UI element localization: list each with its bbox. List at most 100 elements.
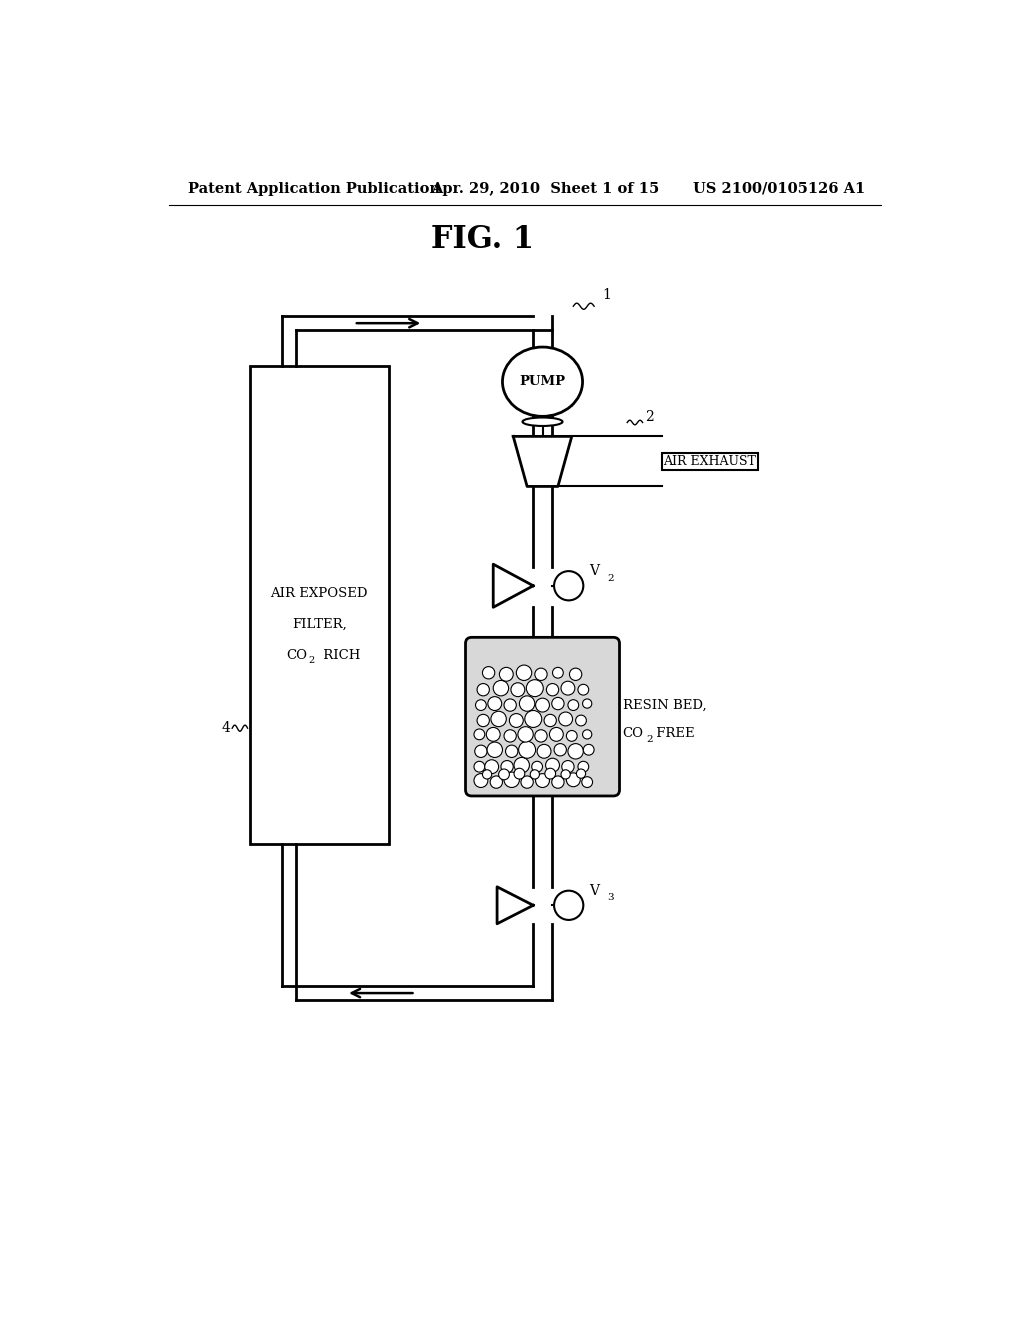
- Circle shape: [536, 774, 550, 788]
- Circle shape: [544, 714, 556, 726]
- Circle shape: [504, 730, 516, 742]
- Circle shape: [500, 668, 513, 681]
- Text: 2: 2: [607, 574, 613, 582]
- Circle shape: [504, 700, 516, 711]
- Text: RESIN BED,: RESIN BED,: [623, 698, 707, 711]
- Text: Apr. 29, 2010  Sheet 1 of 15: Apr. 29, 2010 Sheet 1 of 15: [431, 182, 659, 195]
- Text: 3: 3: [607, 894, 613, 903]
- Polygon shape: [513, 437, 571, 487]
- Circle shape: [531, 762, 543, 772]
- Circle shape: [530, 770, 540, 779]
- Circle shape: [547, 684, 559, 696]
- Text: CO: CO: [623, 727, 644, 741]
- Text: FREE: FREE: [652, 727, 694, 741]
- Circle shape: [474, 729, 484, 739]
- Circle shape: [521, 776, 534, 788]
- Circle shape: [499, 770, 509, 780]
- Circle shape: [568, 743, 584, 759]
- Bar: [250, 367, 388, 843]
- Circle shape: [475, 700, 486, 710]
- Text: V: V: [549, 391, 559, 405]
- Text: V: V: [589, 883, 599, 898]
- Polygon shape: [497, 887, 534, 924]
- Circle shape: [545, 768, 556, 779]
- Circle shape: [553, 668, 563, 678]
- Text: AIR EXHAUST: AIR EXHAUST: [664, 455, 757, 467]
- Text: FILTER,: FILTER,: [292, 618, 346, 631]
- Circle shape: [535, 668, 547, 681]
- Circle shape: [477, 684, 489, 696]
- Circle shape: [518, 742, 536, 758]
- Circle shape: [582, 776, 593, 788]
- Circle shape: [536, 698, 550, 711]
- Circle shape: [583, 700, 592, 709]
- Circle shape: [584, 744, 594, 755]
- Circle shape: [552, 776, 564, 788]
- Circle shape: [516, 665, 531, 681]
- Circle shape: [554, 743, 566, 756]
- Circle shape: [524, 710, 542, 727]
- Text: 4: 4: [222, 721, 230, 735]
- Text: 2: 2: [645, 411, 653, 424]
- Text: 2: 2: [308, 656, 314, 665]
- Text: US 2100/0105126 A1: US 2100/0105126 A1: [692, 182, 865, 195]
- Circle shape: [583, 730, 592, 739]
- Circle shape: [538, 744, 551, 758]
- Circle shape: [506, 744, 518, 758]
- Ellipse shape: [522, 417, 562, 426]
- Text: Patent Application Publication: Patent Application Publication: [188, 182, 440, 195]
- Circle shape: [487, 697, 502, 710]
- Circle shape: [575, 715, 587, 726]
- Circle shape: [511, 682, 524, 697]
- Circle shape: [474, 774, 487, 788]
- Circle shape: [552, 697, 564, 710]
- FancyBboxPatch shape: [466, 638, 620, 796]
- Text: V: V: [589, 564, 599, 578]
- Circle shape: [487, 742, 503, 758]
- Text: 1: 1: [602, 289, 611, 302]
- Circle shape: [484, 760, 499, 774]
- Circle shape: [535, 730, 547, 742]
- Circle shape: [486, 727, 500, 742]
- Polygon shape: [494, 564, 534, 607]
- Text: FIG. 1: FIG. 1: [431, 224, 534, 255]
- Circle shape: [477, 714, 489, 726]
- Circle shape: [559, 711, 572, 726]
- Circle shape: [509, 714, 523, 727]
- Circle shape: [490, 776, 503, 788]
- Ellipse shape: [503, 347, 583, 416]
- Circle shape: [490, 711, 506, 726]
- Circle shape: [566, 774, 581, 787]
- Circle shape: [475, 744, 487, 758]
- Circle shape: [546, 758, 559, 772]
- Circle shape: [504, 772, 519, 788]
- Text: PUMP: PUMP: [519, 375, 565, 388]
- Circle shape: [554, 891, 584, 920]
- Circle shape: [526, 680, 544, 697]
- Circle shape: [561, 770, 570, 779]
- Circle shape: [482, 770, 492, 779]
- Circle shape: [566, 730, 578, 742]
- Text: CO: CO: [287, 648, 307, 661]
- Circle shape: [518, 726, 534, 742]
- Circle shape: [577, 770, 586, 779]
- Circle shape: [562, 760, 574, 774]
- Circle shape: [501, 760, 513, 774]
- Circle shape: [514, 758, 529, 774]
- Circle shape: [561, 681, 574, 696]
- Circle shape: [514, 768, 525, 779]
- Circle shape: [519, 696, 535, 711]
- Text: RICH: RICH: [319, 648, 360, 661]
- Circle shape: [494, 681, 509, 696]
- Circle shape: [474, 762, 484, 772]
- Text: 2: 2: [646, 735, 653, 744]
- Circle shape: [568, 700, 579, 710]
- Circle shape: [578, 762, 589, 772]
- Text: AIR EXPOSED: AIR EXPOSED: [270, 587, 368, 601]
- Circle shape: [482, 667, 495, 678]
- Circle shape: [569, 668, 582, 681]
- Circle shape: [554, 572, 584, 601]
- Circle shape: [578, 684, 589, 696]
- Circle shape: [550, 727, 563, 742]
- Text: 1: 1: [568, 400, 574, 409]
